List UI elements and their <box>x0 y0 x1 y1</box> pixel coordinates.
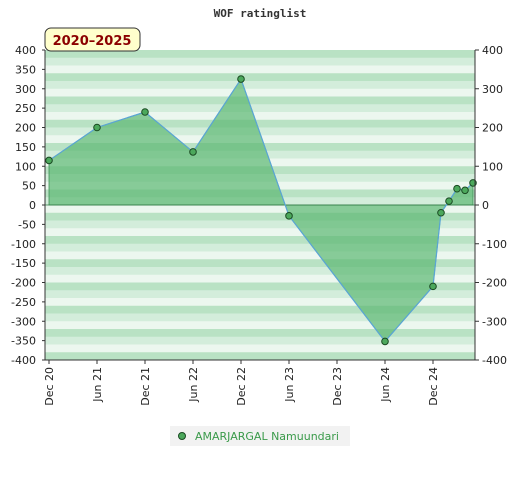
y-tick-label-left: 300 <box>15 83 36 96</box>
data-point <box>429 282 437 291</box>
background-band <box>45 65 475 74</box>
data-point <box>237 75 245 83</box>
y-tick-label-right: -300 <box>482 315 507 328</box>
background-band <box>45 205 475 214</box>
data-point <box>189 148 197 156</box>
y-tick-label-left: 350 <box>15 63 36 76</box>
y-tick-label-right: 400 <box>482 44 503 57</box>
legend-box <box>170 426 350 446</box>
y-tick-label-left: -100 <box>11 238 36 251</box>
background-band <box>45 96 475 105</box>
y-tick-label-left: -200 <box>11 277 36 290</box>
background-band <box>45 267 475 276</box>
background-band <box>45 220 475 229</box>
y-tick-label-left: 400 <box>15 44 36 57</box>
y-tick-label-left: -400 <box>11 354 36 367</box>
x-tick-label: Dec 21 <box>139 367 152 406</box>
background-band <box>45 321 475 330</box>
x-tick-label: Jun 23 <box>283 367 296 403</box>
x-tick-label: Dec 22 <box>235 367 248 406</box>
y-axis-right: 400 300 200 100 0 -100 -200 -300 -400 <box>474 44 507 367</box>
y-tick-label-right: 0 <box>482 199 489 212</box>
data-point <box>93 123 101 132</box>
y-tick-label-left: 100 <box>15 160 36 173</box>
y-tick-label-left: -150 <box>11 257 36 270</box>
x-tick-label: Dec 20 <box>43 367 56 406</box>
background-band <box>45 104 475 113</box>
x-axis: Dec 20 Jun 21 Dec 21 Jun 22 Dec 22 Jun 23 Dec … <box>43 359 475 406</box>
background-band <box>45 282 475 291</box>
background-band <box>45 88 475 97</box>
background-band <box>45 251 475 260</box>
y-tick-label-left: -50 <box>18 218 36 231</box>
data-point <box>45 156 53 165</box>
y-tick-label-right: -400 <box>482 354 507 367</box>
y-tick-label-right: 300 <box>482 83 503 96</box>
background-band <box>45 336 475 345</box>
background-band <box>45 212 475 221</box>
x-tick-label: Jun 22 <box>187 367 200 403</box>
background-band <box>45 329 475 338</box>
background-band <box>45 274 475 283</box>
background-band <box>45 73 475 82</box>
y-tick-label-right: 200 <box>482 122 503 135</box>
background-band <box>45 236 475 245</box>
range-badge-label: 2020–2025 <box>53 34 132 49</box>
data-point <box>285 212 293 220</box>
series-layer <box>45 75 477 346</box>
background-band <box>45 298 475 307</box>
legend-label: AMARJARGAL Namuundari <box>195 430 339 443</box>
background-band <box>45 228 475 237</box>
data-point <box>437 208 445 217</box>
x-tick-label: Jun 24 <box>379 367 392 403</box>
x-tick-label: Jun 21 <box>91 367 104 403</box>
background-band <box>45 81 475 90</box>
y-tick-label-left: -250 <box>11 296 36 309</box>
y-tick-label-right: -100 <box>482 238 507 251</box>
data-point <box>381 337 389 346</box>
y-tick-label-left: -300 <box>11 315 36 328</box>
x-tick-label: Dec 24 <box>427 367 440 406</box>
chart-title: WOF ratinglist <box>214 7 307 20</box>
background-band <box>45 112 475 121</box>
data-point <box>461 186 469 195</box>
data-point <box>141 108 149 116</box>
y-axis-left: 400 350 300 250 200 150 100 50 0 -50 -100 -150 -200 -… <box>11 44 46 367</box>
background-band <box>45 57 475 66</box>
background-band <box>45 305 475 314</box>
background-band <box>45 290 475 299</box>
y-tick-label-left: 250 <box>15 102 36 115</box>
background-band <box>45 119 475 128</box>
y-tick-label-left: -350 <box>11 335 36 348</box>
legend: AMARJARGAL Namuundari <box>170 426 350 446</box>
background-band <box>45 259 475 268</box>
background-band <box>45 352 475 361</box>
x-tick-label: Dec 23 <box>331 367 344 406</box>
y-tick-label-right: -200 <box>482 277 507 290</box>
background-band <box>45 243 475 252</box>
data-point <box>453 184 461 193</box>
data-point <box>445 197 453 205</box>
y-tick-label-right: 100 <box>482 160 503 173</box>
legend-marker <box>178 432 186 440</box>
y-tick-label-left: 50 <box>22 180 36 193</box>
background-band <box>45 344 475 353</box>
y-tick-label-left: 0 <box>29 199 36 212</box>
range-badge: 2020–2025 <box>44 27 141 52</box>
y-tick-label-left: 150 <box>15 141 36 154</box>
background-band <box>45 50 475 59</box>
range-badge-box <box>44 27 141 52</box>
background-band <box>45 313 475 322</box>
y-tick-label-left: 200 <box>15 122 36 135</box>
